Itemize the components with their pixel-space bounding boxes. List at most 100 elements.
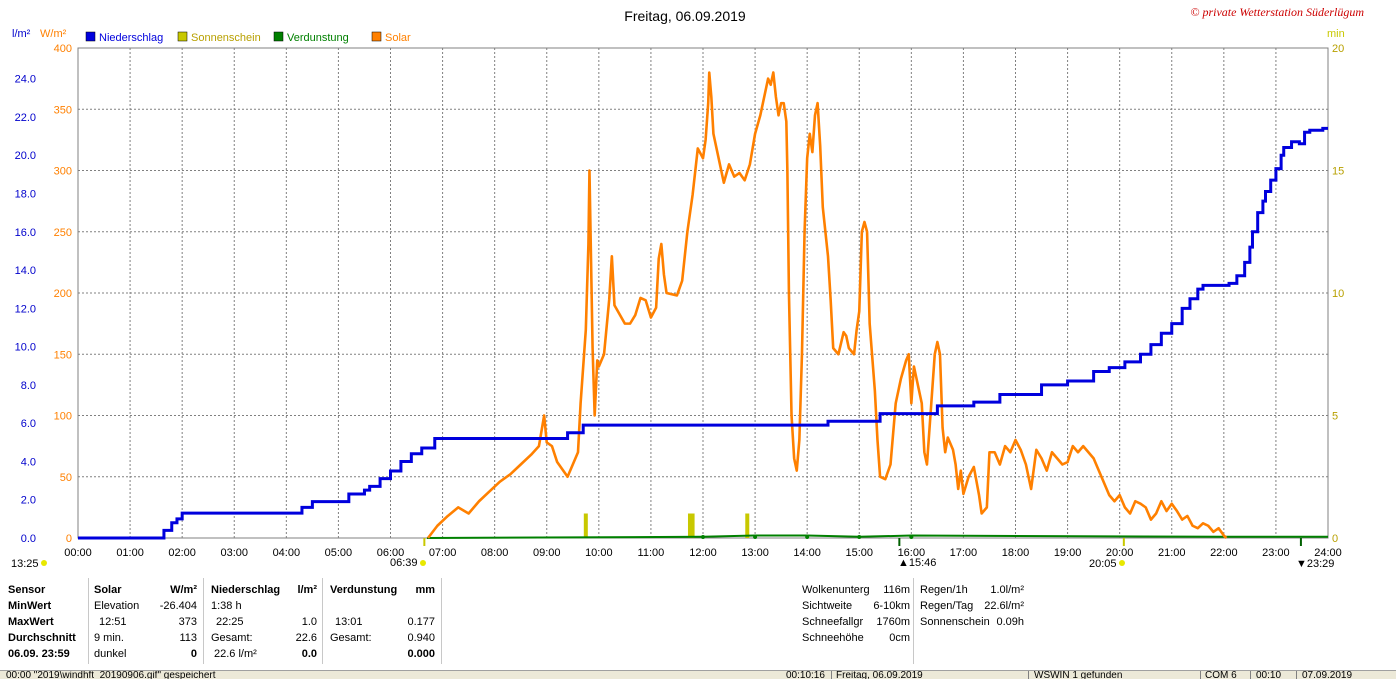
tick-label-time: 12:00 (689, 547, 717, 559)
tick-label-time: 00:00 (64, 547, 92, 559)
series-line-solar (426, 71, 1228, 539)
legend-label: Niederschlag (99, 32, 163, 44)
weather-chart: Freitag, 06.09.2019 l/m² W/m² min Niederschl… (11, 8, 1345, 570)
info-schneefall-value: 1760m (876, 616, 910, 628)
solar-min-value: -26.404 (159, 600, 197, 612)
status-bar: 00:00 "2019\windhft_20190906.gif" gespei… (0, 670, 1396, 679)
status-today: 07.09.2019 (1302, 670, 1353, 679)
tick-label-time: 22:00 (1210, 547, 1238, 559)
annotation-sunrise: 06:39 (390, 557, 418, 569)
sun-marker-icon (41, 560, 47, 566)
tick-label-time: 04:00 (273, 547, 301, 559)
niederschlag-column: Niederschlag l/m² 1:38 h 22:25 1.0 Gesam… (204, 578, 323, 664)
tick-label-solar: 350 (54, 104, 72, 116)
axis-unit-min: min (1327, 28, 1345, 40)
tick-label-rain: 2.0 (21, 495, 36, 507)
status-clock: 00:10 (1256, 670, 1282, 679)
sunshine-bar (745, 513, 750, 538)
verdunstung-column: Verdunstung mm 13:01 0.177 Gesamt: 0.940… (323, 578, 442, 664)
tick-label-solar: 400 (54, 43, 72, 55)
tick-label-time: 23:00 (1262, 547, 1290, 559)
info-regentag-label: Regen/Tag (920, 600, 974, 612)
info-wolken-value: 116m (883, 584, 910, 596)
verdunstung-total-label: Gesamt: (330, 632, 372, 644)
sensor-column: Sensor MinWert MaxWert Durchschnitt 06.0… (0, 578, 89, 664)
solar-column: Solar W/m² Elevation -26.404 12:51 373 9… (89, 578, 204, 664)
legend-label: Verdunstung (287, 32, 349, 44)
info-block-right: Regen/1h 1.0l/m² Regen/Tag 22.6l/m² Sonn… (918, 578, 1028, 658)
status-time: 00:10:16 (786, 670, 825, 679)
niederschlag-title: Niederschlag (211, 584, 281, 596)
axis-unit-rain: l/m² (12, 28, 31, 40)
info-regen1h-label: Regen/1h (920, 584, 968, 596)
tick-label-rain: 18.0 (15, 188, 36, 200)
info-schneefall-label: Schneefallgr (802, 616, 864, 628)
legend-label: Sonnenschein (191, 32, 261, 44)
info-block-left: Wolkenunterg 116m Sichtweite 6-10km Schn… (800, 578, 910, 658)
sensor-row-avg: Durchschnitt (8, 632, 76, 644)
legend-swatch (177, 31, 188, 42)
solar-title: Solar (94, 584, 122, 596)
evaporation-marker (805, 535, 810, 539)
sunshine-bar (583, 513, 588, 538)
series-line-niederschlag (78, 126, 1328, 540)
info-schneehoehe-label: Schneehöhe (802, 632, 864, 644)
statistics-panel: Sensor MinWert MaxWert Durchschnitt 06.0… (0, 574, 1396, 670)
chart-title: Freitag, 06.09.2019 (624, 8, 746, 24)
tick-label-time: 21:00 (1158, 547, 1186, 559)
tick-label-rain: 16.0 (15, 227, 36, 239)
sunshine-bar (687, 513, 692, 538)
status-separator (1296, 671, 1297, 679)
tick-label-rain: 12.0 (15, 303, 36, 315)
tick-label-solar: 200 (54, 288, 72, 300)
niederschlag-current-value: 0.0 (301, 648, 317, 660)
status-separator (1028, 671, 1029, 679)
copyright-text: © private Wetterstation Süderlügum (1190, 5, 1364, 19)
tick-label-rain: 4.0 (21, 456, 36, 468)
status-separator (1250, 671, 1251, 679)
info-sonnenschein-value: 0.09h (996, 616, 1024, 628)
tick-label-time: 11:00 (638, 547, 665, 559)
tick-label-min: 15 (1332, 166, 1344, 178)
info-wolken-label: Wolkenunterg (802, 584, 870, 596)
tick-label-time: 13:00 (741, 547, 769, 559)
tick-label-time: 16:00 (898, 547, 926, 559)
axis-unit-solar: W/m² (40, 28, 67, 40)
tick-label-time: 01:00 (116, 547, 144, 559)
tick-label-rain: 8.0 (21, 380, 36, 392)
evaporation-marker (701, 535, 705, 539)
solar-max-value: 373 (178, 616, 197, 628)
legend-swatch (85, 31, 96, 42)
tick-label-solar: 150 (54, 349, 72, 361)
evaporation-marker (857, 535, 862, 539)
evaporation-marker (753, 535, 758, 539)
legend-swatch (371, 31, 382, 42)
tick-label-time: 03:00 (220, 547, 248, 559)
status-file: 00:00 "2019\windhft_20190906.gif" gespei… (6, 670, 216, 679)
tick-label-rain: 14.0 (15, 265, 36, 277)
info-divider (913, 578, 914, 664)
tick-label-time: 02:00 (168, 547, 196, 559)
sensor-row-time: 06.09. 23:59 (8, 648, 70, 660)
solar-max-label: 12:51 (99, 616, 127, 628)
legend-swatch (273, 31, 284, 42)
verdunstung-unit: mm (415, 584, 435, 596)
tick-label-rain: 20.0 (15, 150, 36, 162)
sensor-row-max: MaxWert (8, 616, 54, 628)
verdunstung-current-value: 0.000 (407, 648, 435, 660)
niederschlag-current-label: 22.6 l/m² (214, 648, 257, 660)
tick-label-solar: 300 (54, 166, 72, 178)
info-regentag-value: 22.6l/m² (984, 600, 1024, 612)
tick-label-time: 07:00 (429, 547, 457, 559)
info-sicht-value: 6-10km (873, 600, 910, 612)
annotation-sunset: 20:05 (1089, 558, 1117, 570)
verdunstung-title: Verdunstung (330, 584, 398, 596)
tick-label-time: 17:00 (950, 547, 978, 559)
status-separator (1200, 671, 1201, 679)
tick-label-solar: 50 (60, 472, 72, 484)
annotation-1546: ▲15:46 (898, 557, 936, 569)
solar-min-label: Elevation (94, 600, 140, 612)
solar-current-value: 0 (190, 648, 197, 660)
sunset-icon (1119, 560, 1125, 566)
sensor-row-min: MinWert (8, 600, 52, 612)
